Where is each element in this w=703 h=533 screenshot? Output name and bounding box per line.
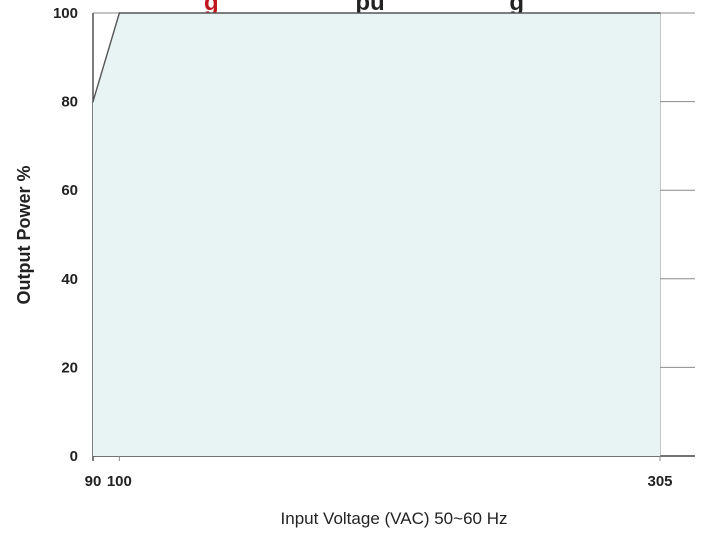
y-tick-label-80: 80	[61, 94, 78, 111]
y-tick-label-40: 40	[61, 271, 78, 288]
y-tick-label-20: 20	[61, 359, 78, 376]
data-point-100	[118, 12, 121, 14]
chart-title-accent: g	[204, 0, 219, 16]
area-layer	[93, 13, 660, 456]
x-tick-label-90: 90	[85, 473, 102, 490]
y-tick-labels: 0 20 40 60 80 100	[53, 5, 78, 465]
chart-title-middle: pu	[355, 0, 384, 16]
chart-title: g pu g	[204, 0, 524, 16]
data-point-90	[92, 100, 94, 103]
axis-layer	[92, 12, 661, 103]
power-area	[93, 13, 660, 456]
x-tick-label-100: 100	[107, 473, 132, 490]
data-point-305	[659, 12, 661, 14]
y-axis-label: Output Power %	[14, 166, 34, 305]
y-tick-label-60: 60	[61, 182, 78, 199]
y-tick-label-0: 0	[70, 448, 78, 465]
x-axis-label: Input Voltage (VAC) 50~60 Hz	[281, 509, 508, 528]
x-tick-labels: 90 100 305	[85, 473, 673, 490]
y-tick-label-100: 100	[53, 5, 78, 22]
chart-title-end: g	[509, 0, 524, 16]
x-tick-label-305: 305	[647, 473, 672, 490]
